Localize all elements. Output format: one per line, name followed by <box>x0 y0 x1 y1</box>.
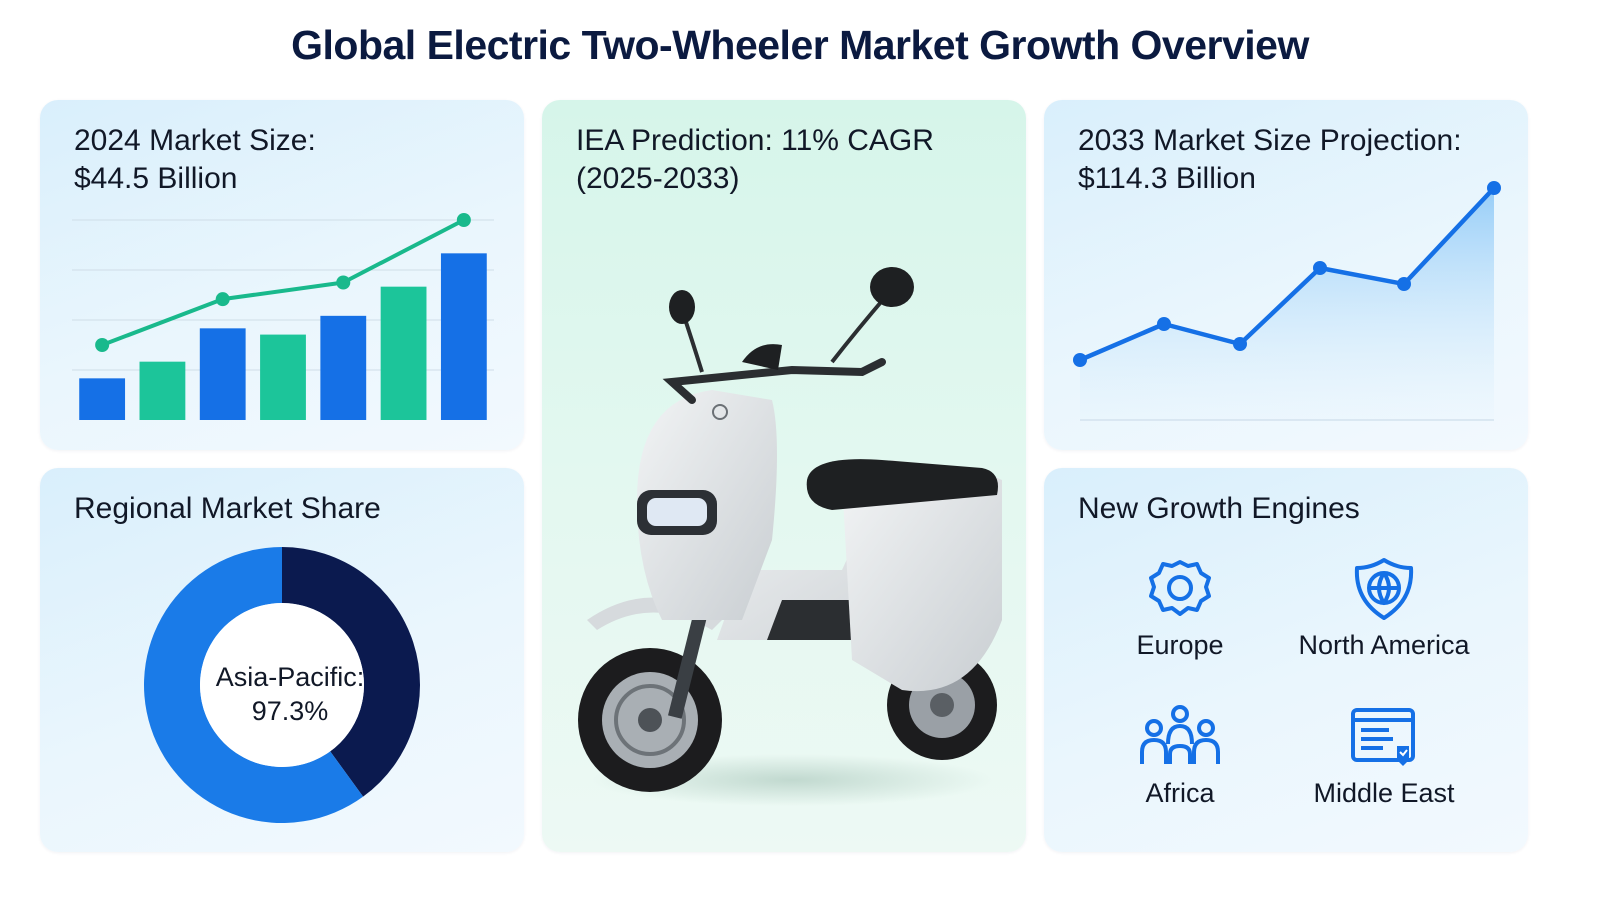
donut-center-value: 97.3% <box>251 696 329 726</box>
donut-center-label: Asia-Pacific: 97.3% <box>130 660 450 728</box>
bar <box>380 286 427 420</box>
engine-middle-east: Middle East <box>1274 704 1494 809</box>
trend-point <box>95 338 110 352</box>
prediction-card: IEA Prediction: 11% CAGR (2025-2033) <box>542 100 1026 852</box>
market-2033-title: 2033 Market Size Projection: $114.3 Bill… <box>1078 122 1462 198</box>
engine-label: Europe <box>1136 630 1224 660</box>
gear-icon <box>1149 560 1211 616</box>
market-2024-title-line1: 2024 Market Size: <box>74 124 316 157</box>
growth-engines-title: New Growth Engines <box>1078 492 1360 525</box>
engine-africa: Africa <box>1070 704 1290 809</box>
market-2024-value: $44.5 Billion <box>74 162 238 195</box>
engine-north-america: North America <box>1274 556 1494 661</box>
engine-label: Middle East <box>1313 778 1455 808</box>
prediction-title-line1: IEA Prediction: 11% CAGR <box>576 124 934 157</box>
series-point <box>1157 317 1171 331</box>
market-2033-card: 2033 Market Size Projection: $114.3 Bill… <box>1044 100 1528 450</box>
trend-point <box>456 213 471 227</box>
growth-engines-card: New Growth Engines Europe North America <box>1044 468 1528 852</box>
regional-share-title: Regional Market Share <box>74 492 381 525</box>
bar <box>199 328 246 420</box>
area-chart <box>1073 181 1501 421</box>
page-title: Global Electric Two-Wheeler Market Growt… <box>291 22 1309 68</box>
market-2024-title: 2024 Market Size: $44.5 Billion <box>74 122 316 198</box>
market-2033-value: $114.3 Billion <box>1078 162 1256 195</box>
prediction-period: (2025-2033) <box>576 162 740 195</box>
document-icon <box>1351 708 1415 766</box>
market-2033-title-line1: 2033 Market Size Projection: <box>1078 124 1462 157</box>
prediction-title: IEA Prediction: 11% CAGR (2025-2033) <box>576 122 934 198</box>
bar <box>440 253 487 420</box>
series-point <box>1397 277 1411 291</box>
series-point <box>1487 181 1501 195</box>
bar-chart <box>72 213 494 420</box>
market-2024-card: 2024 Market Size: $44.5 Billion <box>40 100 524 450</box>
trend-line <box>101 218 465 347</box>
bar <box>260 334 306 420</box>
series-point <box>1313 261 1327 275</box>
bar <box>320 315 367 420</box>
engine-europe: Europe <box>1070 556 1290 661</box>
electric-scooter-image <box>578 267 1002 806</box>
donut-center-region: Asia-Pacific: <box>215 662 365 692</box>
series-line <box>1079 186 1496 363</box>
shield-globe-icon <box>1354 558 1414 620</box>
series-point <box>1073 353 1087 367</box>
people-icon <box>1140 705 1220 764</box>
engine-label: North America <box>1298 630 1470 660</box>
area-fill <box>1080 188 1494 420</box>
engine-label: Africa <box>1145 778 1215 808</box>
bar <box>79 378 126 420</box>
series-point <box>1233 337 1247 351</box>
trend-point <box>215 292 230 307</box>
trend-point <box>336 275 351 290</box>
bar <box>139 361 186 420</box>
